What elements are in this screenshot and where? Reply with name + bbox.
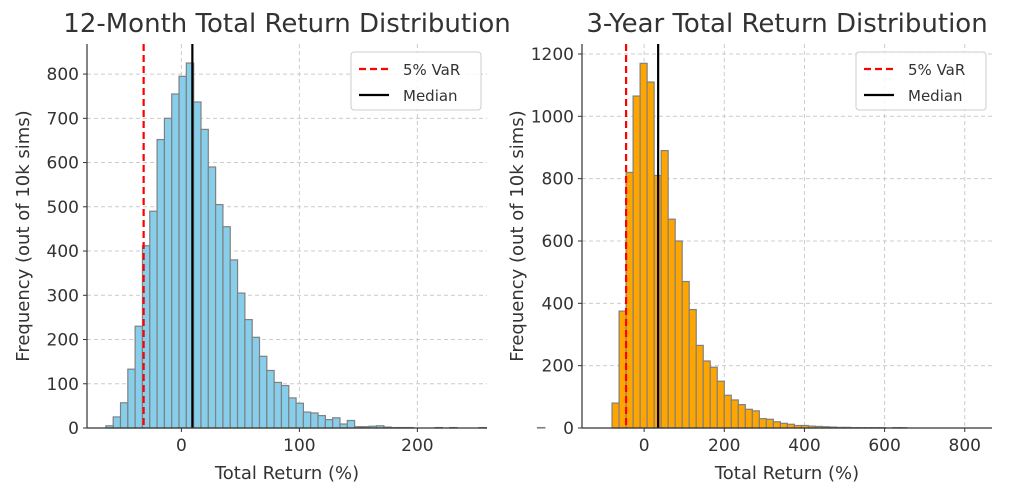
- legend: 5% VaR Median: [350, 51, 482, 111]
- chart-1: 0 100 200 300 400 500 600 700 800 0 100 200 12-Month…: [13, 9, 546, 484]
- histogram-bar: [346, 419, 356, 429]
- legend-label: Median: [403, 87, 458, 105]
- histogram-bar: [193, 101, 202, 429]
- histogram-bar: [273, 381, 283, 429]
- histogram-bar: [295, 402, 305, 429]
- histogram-bar: [251, 336, 261, 429]
- histogram-bar: [751, 410, 760, 429]
- histogram-bar: [215, 203, 224, 429]
- histogram-bar: [772, 421, 781, 429]
- histogram-bar: [288, 397, 297, 429]
- x-tick-label: 400: [788, 436, 820, 456]
- y-tick-label: 0: [68, 419, 79, 439]
- x-tick-label: 200: [708, 436, 740, 456]
- histogram-bar: [324, 418, 334, 429]
- chart-title: 12-Month Total Return Distribution: [63, 9, 510, 39]
- histogram-bar: [178, 75, 187, 429]
- x-tick-label: 0: [639, 436, 650, 456]
- histogram-bar: [171, 93, 180, 429]
- y-tick-label: 600: [47, 154, 79, 174]
- histogram-bar: [667, 218, 676, 429]
- x-tick-label: 100: [283, 436, 315, 456]
- histogram-bar: [280, 384, 290, 429]
- histogram-bar: [758, 418, 767, 429]
- histogram-bar: [674, 240, 683, 429]
- histogram-bar: [611, 402, 620, 429]
- histogram-bar: [779, 422, 789, 429]
- x-tick-label: 600: [868, 436, 900, 456]
- y-tick-label: 300: [47, 286, 79, 306]
- histogram-bar: [332, 417, 341, 429]
- y-tick-label: 700: [47, 109, 79, 129]
- histogram-bar: [688, 308, 697, 429]
- histogram-bar: [310, 412, 319, 429]
- x-tick-label: 200: [401, 436, 433, 456]
- y-tick-label: 800: [542, 170, 574, 190]
- x-axis-label: Total Return (%): [714, 463, 859, 484]
- histogram-bar: [229, 259, 239, 429]
- y-tick-label: 200: [542, 357, 574, 377]
- histogram-bar: [639, 62, 648, 429]
- y-tick-label: 100: [47, 375, 79, 395]
- y-tick-label: 1200: [531, 45, 574, 65]
- x-tick-label: 800: [949, 436, 981, 456]
- histogram-bar: [149, 210, 158, 429]
- y-tick-label: 400: [47, 242, 79, 262]
- y-tick-label: 1000: [531, 107, 574, 127]
- y-axis-label: Frequency (out of 10k sims): [13, 110, 34, 361]
- histogram-bar: [119, 402, 129, 429]
- y-tick-label: 0: [563, 419, 574, 439]
- histogram-bar: [681, 280, 690, 429]
- y-tick-label: 800: [47, 65, 79, 85]
- histogram-bar: [112, 416, 122, 429]
- legend-label: 5% VaR: [908, 61, 965, 79]
- histogram-bar: [646, 81, 655, 429]
- histogram-bar: [244, 319, 253, 429]
- histogram-bar: [660, 149, 669, 429]
- histogram-bar: [258, 355, 268, 429]
- histogram-bar: [702, 360, 711, 429]
- histogram-bar: [716, 380, 725, 429]
- y-tick-label: 200: [47, 331, 79, 351]
- legend: 5% VaR Median: [855, 51, 987, 111]
- x-axis-label: Total Return (%): [214, 463, 359, 484]
- histogram-bar: [156, 138, 166, 429]
- legend-label: Median: [908, 87, 963, 105]
- legend-label: 5% VaR: [403, 61, 460, 79]
- histogram-bar: [765, 418, 774, 429]
- histogram-bar: [709, 366, 718, 429]
- y-tick-label: 500: [47, 198, 79, 218]
- histogram-bar: [317, 415, 326, 429]
- histogram-bar: [632, 95, 641, 429]
- histogram-bar: [730, 399, 739, 429]
- histogram-bar: [302, 411, 312, 429]
- chart-2: 0 200 400 600 800 1000 1200 0 200 400 600 800 3-Year…: [507, 9, 992, 484]
- y-tick-label: 600: [542, 232, 574, 252]
- x-tick-label: 0: [176, 436, 187, 456]
- histogram-bar: [737, 404, 746, 429]
- histogram-bar: [723, 394, 732, 429]
- histogram-bar: [266, 369, 275, 429]
- histogram-bar: [236, 292, 246, 429]
- histogram-bar: [200, 128, 209, 429]
- histogram-bar: [207, 166, 217, 429]
- histogram-bar: [222, 226, 231, 429]
- histogram-bar: [163, 117, 173, 429]
- y-tick-label: 400: [542, 294, 574, 314]
- histogram-bar: [134, 325, 144, 429]
- histogram-bar: [695, 344, 704, 429]
- histogram-bar: [744, 408, 753, 429]
- chart-title: 3-Year Total Return Distribution: [586, 9, 987, 39]
- histogram-bar: [127, 368, 136, 429]
- y-axis-label: Frequency (out of 10k sims): [507, 110, 528, 361]
